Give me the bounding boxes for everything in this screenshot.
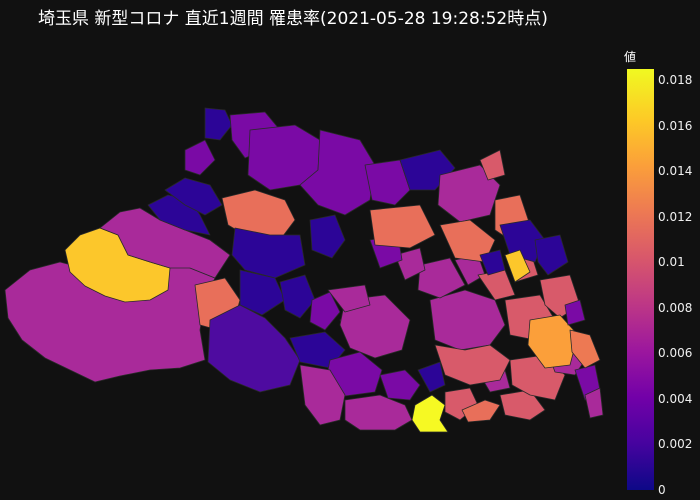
region-fujimino[interactable]	[380, 370, 420, 400]
region-yoshimi[interactable]	[310, 215, 345, 258]
colorbar-tick-label: 0.01	[658, 255, 685, 269]
region-saitama-central[interactable]	[435, 345, 510, 385]
region-kamisato[interactable]	[205, 108, 232, 140]
colorbar-tick-label: 0.014	[658, 164, 692, 178]
region-tokorozawa[interactable]	[345, 395, 412, 430]
colorbar-tick-label: 0.012	[658, 210, 692, 224]
colorbar-tick-label: 0.018	[658, 73, 692, 87]
region-hatoyama[interactable]	[280, 275, 315, 318]
colorbar-gradient	[627, 69, 654, 490]
colorbar-tick-label: 0.002	[658, 437, 692, 451]
colorbar-tick-label: 0.006	[658, 346, 692, 360]
region-konosu[interactable]	[370, 205, 435, 248]
colorbar-tick-label: 0	[658, 483, 666, 497]
colorbar-tick-label: 0.008	[658, 301, 692, 315]
region-niiza[interactable]	[412, 395, 448, 432]
region-matsubushi[interactable]	[565, 300, 585, 325]
region-saitama-north[interactable]	[430, 290, 505, 350]
region-miyoshi[interactable]	[418, 362, 445, 392]
colorbar	[627, 69, 654, 490]
region-goka[interactable]	[535, 235, 568, 275]
region-hanno[interactable]	[208, 305, 300, 392]
region-hasuda[interactable]	[478, 270, 515, 300]
colorbar-tick-label: 0.016	[658, 119, 692, 133]
colorbar-tick-label: 0.004	[658, 392, 692, 406]
region-kamikawa[interactable]	[185, 140, 215, 175]
colorbar-title: 値	[624, 48, 636, 65]
